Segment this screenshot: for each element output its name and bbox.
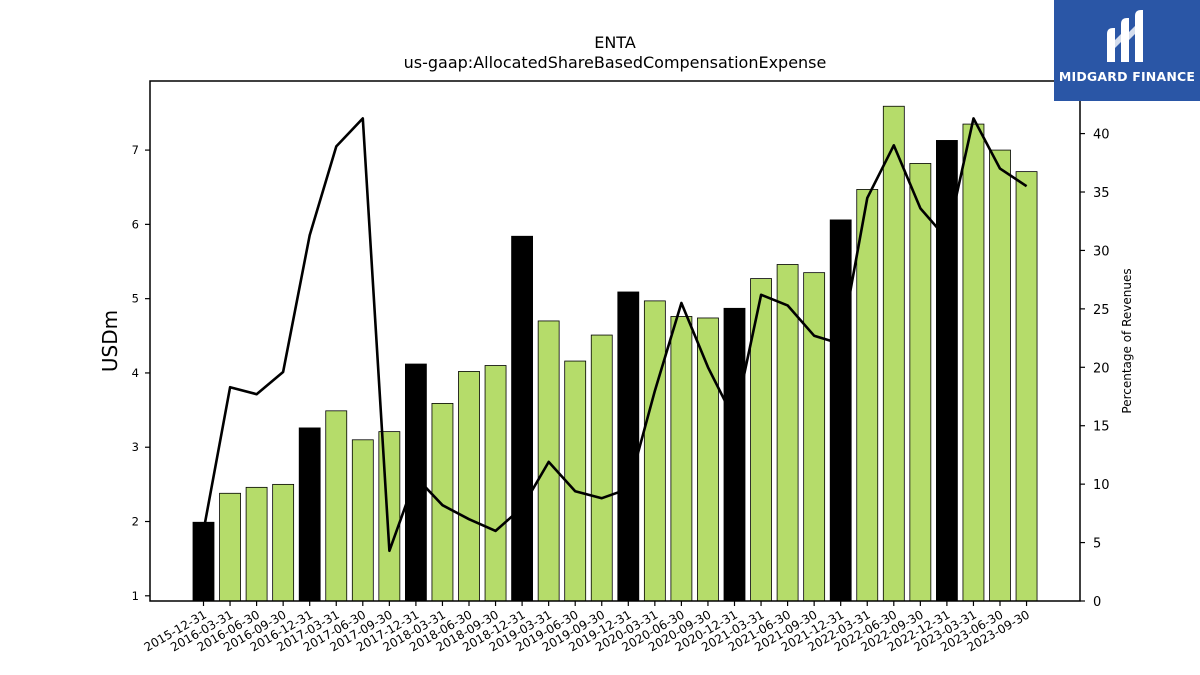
- bar: [458, 371, 480, 602]
- bar: [829, 219, 852, 602]
- y2-tick-label: 15: [1093, 420, 1110, 435]
- line-layer: [202, 117, 1028, 553]
- y2-tick-label: 35: [1093, 186, 1110, 201]
- chart-subtitle: us-gaap:AllocatedShareBasedCompensationE…: [404, 53, 827, 72]
- bar: [882, 105, 905, 602]
- plot-frame: [149, 80, 1081, 602]
- y2-tick-label: 0: [1093, 595, 1101, 610]
- y2-tick-label: 10: [1093, 478, 1110, 493]
- y-tick-label: 5: [132, 292, 139, 306]
- bar: [909, 163, 932, 602]
- bars-layer: [192, 105, 1038, 602]
- axes-layer: 123456705101520253035402015-12-312016-03…: [132, 80, 1110, 654]
- bar: [643, 300, 666, 602]
- bar: [219, 492, 241, 602]
- line-series: [202, 117, 1028, 553]
- y-tick-label: 3: [132, 440, 139, 454]
- y-tick-label: 7: [132, 143, 139, 157]
- bar: [245, 486, 268, 602]
- bar: [590, 334, 613, 602]
- bar: [617, 291, 640, 602]
- bar: [697, 317, 719, 602]
- bar: [723, 307, 746, 602]
- bar: [192, 521, 215, 602]
- bar: [484, 365, 507, 602]
- y-tick-label: 2: [132, 515, 139, 529]
- bar: [404, 363, 427, 602]
- logo-mark-icon: [1107, 10, 1143, 62]
- logo-text: MIDGARD FINANCE: [1058, 69, 1196, 84]
- y2-tick-label: 5: [1093, 537, 1101, 552]
- bar: [670, 316, 693, 602]
- y2-axis-label: Percentage of Revenues: [1120, 268, 1134, 413]
- y2-tick-label: 30: [1093, 244, 1110, 259]
- y2-tick-label: 40: [1093, 128, 1110, 143]
- y-tick-label: 6: [132, 217, 139, 231]
- chart-title: ENTA: [594, 33, 636, 52]
- bar: [1015, 171, 1038, 602]
- bar: [298, 427, 321, 602]
- midgard-finance-logo: MIDGARD FINANCE: [1054, 0, 1200, 101]
- y-tick-label: 1: [132, 589, 139, 603]
- bar: [351, 439, 374, 602]
- bar: [431, 402, 454, 602]
- bar: [325, 410, 348, 602]
- y-tick-label: 4: [132, 366, 139, 380]
- bar: [511, 235, 534, 602]
- bar: [989, 149, 1011, 602]
- bar: [962, 123, 985, 602]
- y2-tick-label: 20: [1093, 361, 1110, 376]
- y2-tick-label: 25: [1093, 303, 1110, 318]
- bar: [564, 360, 587, 602]
- bar: [803, 272, 826, 602]
- bar: [272, 483, 295, 602]
- y-axis-label: USDm: [98, 310, 122, 372]
- bar: [378, 431, 401, 602]
- bar: [856, 189, 879, 602]
